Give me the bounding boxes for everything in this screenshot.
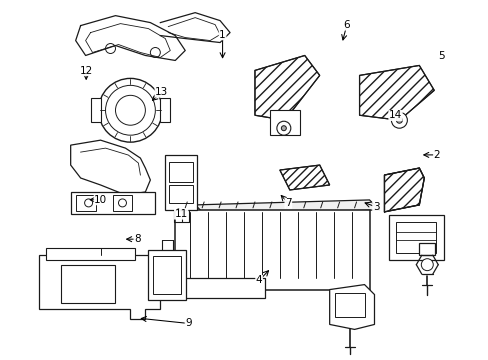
Circle shape bbox=[390, 112, 407, 128]
Polygon shape bbox=[329, 285, 374, 329]
Circle shape bbox=[105, 85, 155, 135]
Bar bbox=[112, 195, 132, 211]
Text: 4: 4 bbox=[255, 275, 262, 285]
Bar bbox=[388, 215, 443, 260]
Circle shape bbox=[396, 117, 402, 123]
Bar bbox=[169, 162, 193, 182]
Text: 3: 3 bbox=[372, 202, 379, 212]
Text: 9: 9 bbox=[185, 319, 191, 328]
Text: 8: 8 bbox=[134, 234, 141, 244]
Polygon shape bbox=[279, 165, 329, 190]
Bar bbox=[419, 243, 434, 255]
Circle shape bbox=[105, 44, 115, 54]
Circle shape bbox=[118, 199, 126, 207]
Text: 7: 7 bbox=[285, 198, 291, 208]
Bar bbox=[90, 98, 101, 122]
Polygon shape bbox=[254, 55, 319, 120]
Circle shape bbox=[276, 121, 290, 135]
Bar bbox=[175, 210, 369, 289]
Bar bbox=[169, 185, 193, 203]
Bar bbox=[165, 155, 197, 210]
Bar bbox=[46, 248, 135, 260]
Polygon shape bbox=[384, 168, 424, 212]
Polygon shape bbox=[71, 140, 150, 195]
Bar bbox=[153, 256, 181, 293]
Text: 1: 1 bbox=[219, 30, 225, 40]
Bar bbox=[334, 293, 364, 318]
Circle shape bbox=[84, 199, 92, 207]
Text: 5: 5 bbox=[438, 51, 444, 61]
Bar bbox=[76, 195, 95, 211]
Polygon shape bbox=[359, 66, 433, 120]
Circle shape bbox=[99, 78, 162, 142]
Bar bbox=[185, 278, 264, 298]
Text: 11: 11 bbox=[174, 209, 187, 219]
Circle shape bbox=[115, 95, 145, 125]
Circle shape bbox=[281, 126, 286, 131]
Bar bbox=[71, 192, 155, 214]
Bar bbox=[396, 222, 435, 253]
Polygon shape bbox=[195, 200, 379, 215]
Text: 2: 2 bbox=[433, 150, 439, 160]
Circle shape bbox=[421, 259, 432, 271]
Bar bbox=[61, 265, 115, 302]
Text: 6: 6 bbox=[343, 20, 349, 30]
Text: 14: 14 bbox=[388, 111, 401, 121]
Bar bbox=[148, 250, 186, 300]
Polygon shape bbox=[39, 255, 160, 319]
Circle shape bbox=[150, 48, 160, 58]
Text: 12: 12 bbox=[80, 66, 93, 76]
Text: 10: 10 bbox=[94, 195, 107, 205]
Text: 13: 13 bbox=[155, 87, 168, 97]
Bar bbox=[269, 110, 299, 135]
Bar bbox=[160, 98, 170, 122]
